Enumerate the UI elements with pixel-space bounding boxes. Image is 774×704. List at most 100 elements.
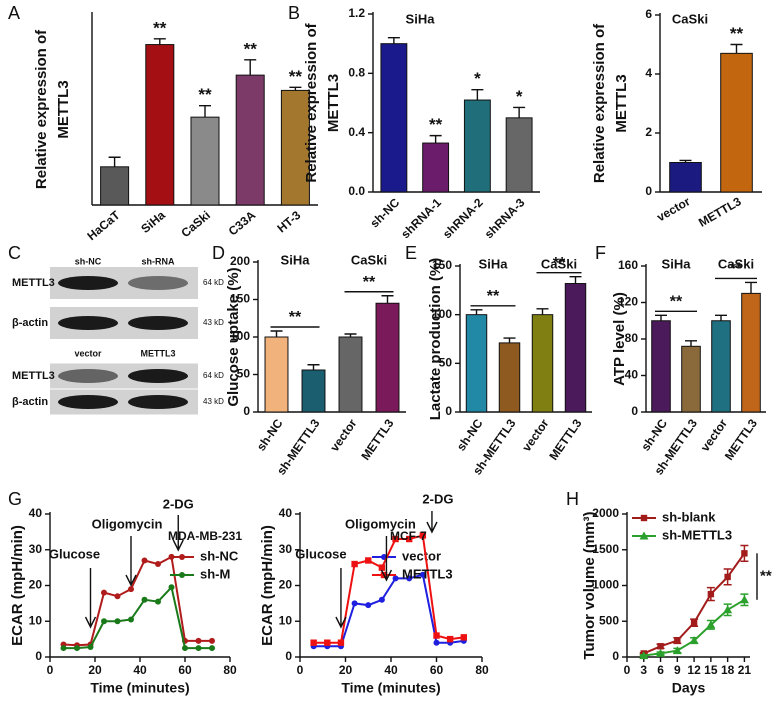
bar (375, 302, 400, 413)
y-tick-label: 1000 (592, 578, 619, 592)
legend-label: sh-blank (662, 509, 716, 524)
significance: ** (244, 39, 258, 58)
y-tick-label: 100 (230, 329, 250, 343)
event-label: Oligomycin (92, 516, 163, 531)
marker (639, 531, 649, 540)
marker (672, 646, 682, 655)
event-arrow (84, 568, 97, 629)
series-line (313, 573, 464, 648)
blot-band (128, 316, 188, 330)
x-tick-label: vector (654, 194, 692, 224)
bar (463, 99, 491, 193)
marker (101, 618, 107, 625)
y-axis-label: METTL3 (613, 74, 630, 132)
y-axis-label: ECAR (mpH/min) (259, 525, 276, 646)
group-title: CaSki (541, 256, 577, 271)
marker (87, 643, 94, 650)
bar (338, 336, 363, 413)
y-axis-label: Lactate production (%) (427, 258, 444, 421)
y-axis-label: ATP level (%) (611, 292, 628, 386)
y-tick-label: 20 (29, 578, 43, 592)
bar (280, 89, 310, 206)
bar (498, 342, 521, 413)
y-axis-label: ECAR (mpH/min) (9, 525, 26, 646)
blot-band (58, 276, 118, 290)
x-tick-label: METTL3 (696, 194, 744, 230)
error-bar (503, 337, 516, 343)
marker (706, 620, 716, 629)
error-bar (655, 314, 667, 321)
bar (669, 162, 702, 193)
marker (365, 557, 372, 564)
y-tick-label: 0.8 (348, 66, 365, 80)
y-tick-label: 10 (279, 613, 293, 627)
lane-label: sh-NC (75, 256, 102, 266)
marker (378, 596, 385, 603)
marker (337, 639, 345, 646)
x-tick-label: 60 (178, 663, 192, 677)
row-label: METTL3 (12, 370, 55, 382)
marker (690, 619, 698, 626)
marker (392, 575, 399, 582)
significance: ** (289, 67, 303, 86)
legend-title: MDA-MB-231 (168, 529, 242, 543)
significance: ** (289, 309, 302, 326)
group-title: CaSki (351, 252, 387, 267)
x-tick-label: 40 (384, 663, 398, 677)
panel-letter: A (8, 3, 20, 23)
y-tick-label: 500 (599, 613, 619, 627)
panel-letter: H (566, 489, 579, 509)
bar (100, 166, 130, 206)
y-tick-label: 150 (432, 258, 452, 272)
y-tick-label: 0 (645, 184, 652, 198)
y-tick-label: 50 (439, 356, 453, 370)
event-label: 2-DG (163, 496, 194, 511)
y-tick-label: 30 (279, 542, 293, 556)
marker (114, 593, 121, 600)
x-tick-label: shRNA-2 (440, 195, 486, 241)
y-tick-label: 1500 (592, 542, 619, 556)
bar (235, 74, 265, 206)
y-tick-label: 0 (35, 649, 42, 663)
marker (114, 618, 121, 625)
bar (681, 345, 701, 413)
error-bar (569, 276, 582, 284)
x-tick-label: SiHa (138, 208, 168, 236)
error-bar (244, 59, 257, 76)
marker (639, 651, 649, 660)
x-tick-label: 15 (704, 663, 718, 677)
significance: * (474, 69, 481, 88)
marker (657, 643, 664, 650)
marker (179, 572, 185, 578)
x-tick-label: 40 (133, 663, 147, 677)
error-bar (513, 106, 526, 118)
y-axis-label: Relative expression of (591, 23, 608, 183)
blot-band (128, 276, 188, 290)
x-tick-label: vector (519, 416, 551, 454)
significance: ** (153, 18, 167, 37)
error-bar (199, 104, 211, 118)
x-tick-label: 12 (687, 663, 701, 677)
blot-band (58, 316, 118, 330)
y-tick-label: 0 (612, 649, 619, 663)
marker (674, 637, 681, 644)
x-tick-label: METTL3 (358, 416, 396, 463)
marker (168, 584, 175, 591)
error-bar (153, 38, 166, 45)
blot-band (58, 369, 118, 383)
panel-letter: B (288, 3, 300, 23)
x-tick-label: 80 (223, 663, 237, 677)
row-label: β-actin (12, 396, 48, 408)
size-label: 64 kD (203, 371, 224, 380)
bar (720, 52, 753, 193)
lane-label: sh-RNA (142, 256, 175, 266)
x-tick-label: 18 (721, 663, 735, 677)
marker (724, 573, 731, 581)
event-arrow (125, 536, 137, 587)
size-label: 43 kD (203, 397, 224, 406)
error-bar (270, 330, 283, 337)
x-tick-label: METTL3 (546, 416, 584, 463)
marker (433, 632, 440, 639)
x-tick-label: C33A (226, 208, 259, 239)
